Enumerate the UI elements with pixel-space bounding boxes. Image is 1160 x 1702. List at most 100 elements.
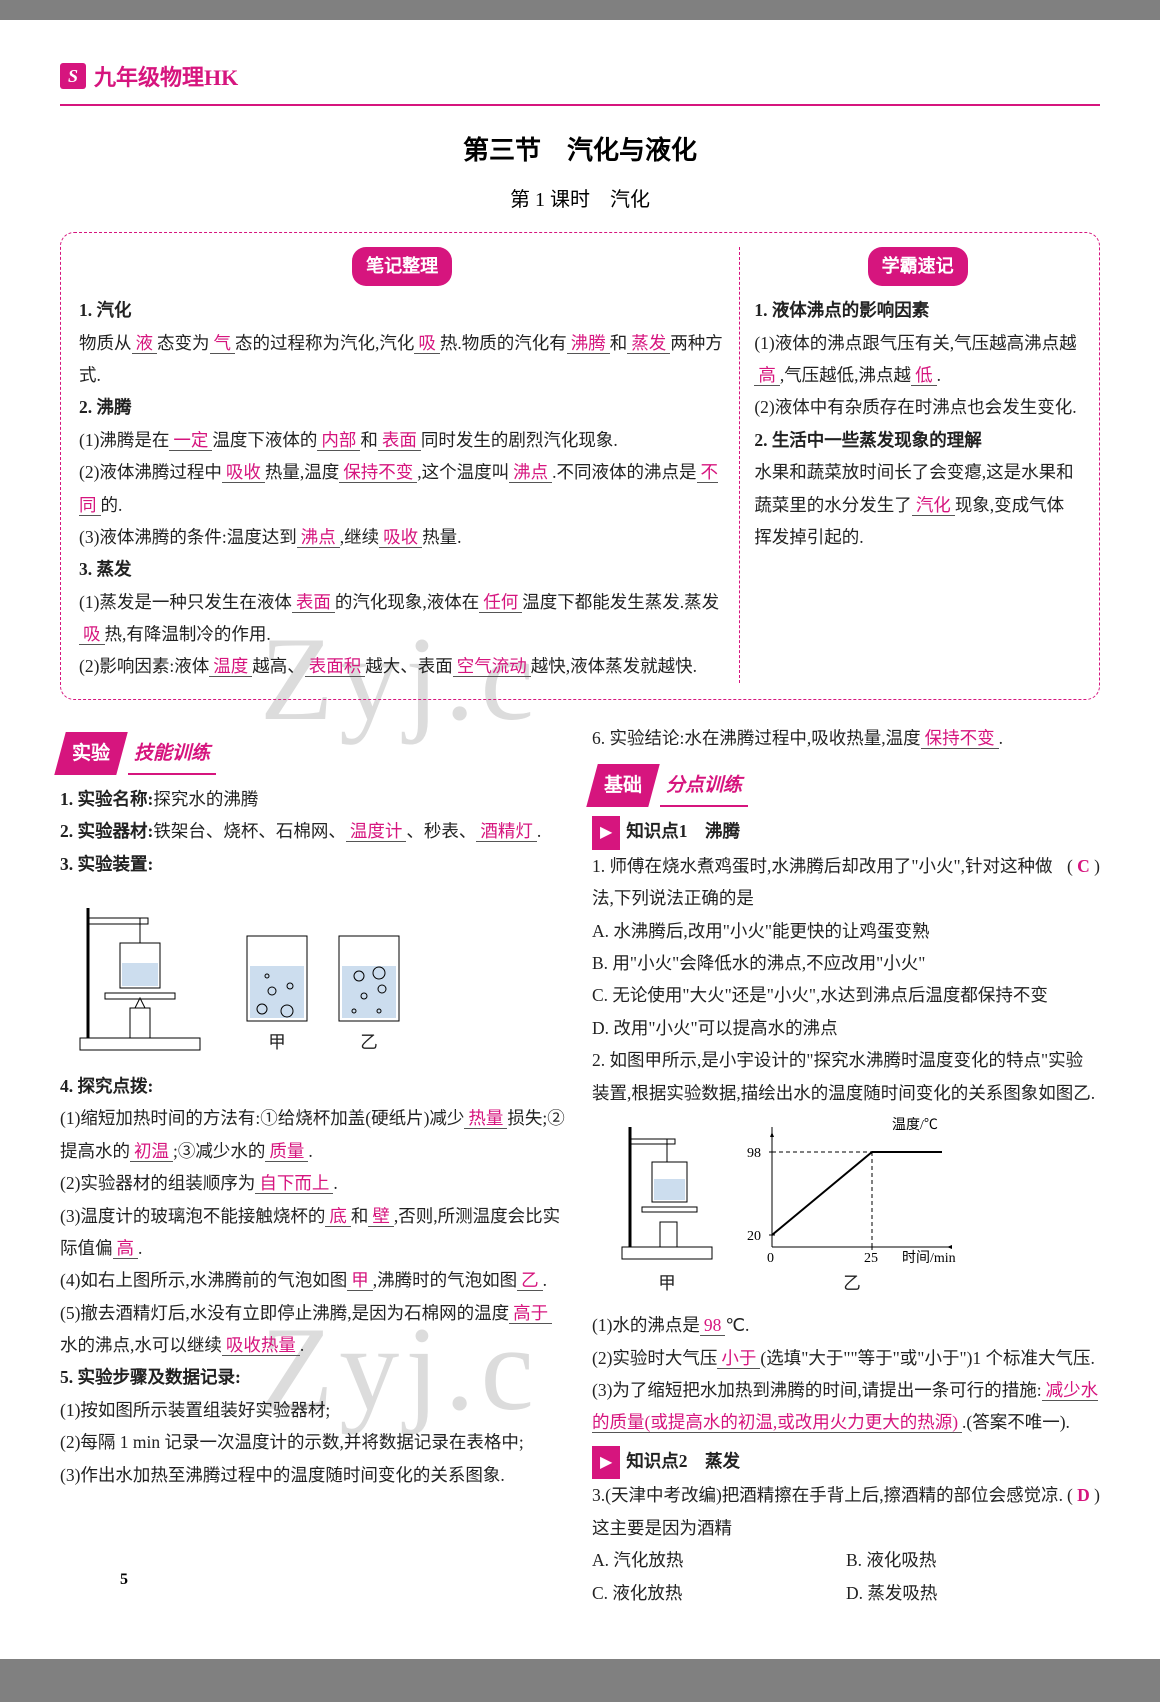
t: 和	[351, 1206, 369, 1226]
bubble-figure-a	[242, 931, 312, 1026]
lesson-title: 第 1 课时 汽化	[60, 183, 1100, 212]
exp-equip-label: 2. 实验器材:	[60, 821, 153, 841]
t: 越高、	[252, 656, 305, 676]
t: ,这个温度叫	[417, 462, 509, 482]
q1-answer: C	[1077, 856, 1090, 876]
q1-opt-a: A. 水沸腾后,改用"小火"能更快的让鸡蛋变熟	[592, 915, 1100, 947]
svg-text:98: 98	[747, 1146, 761, 1161]
notes-h2: 2. 沸腾	[79, 397, 132, 417]
blank: 气	[210, 333, 236, 354]
t: 同时发生的剧烈汽化现象.	[421, 430, 618, 450]
blank: 小于	[717, 1348, 760, 1369]
knowledge-1: 知识点1 沸腾	[626, 821, 740, 841]
blank: 低	[911, 365, 937, 386]
blank: 乙	[517, 1270, 543, 1291]
quick-h2: 2. 生活中一些蒸发现象的理解	[754, 430, 982, 450]
tab-base: 基础	[586, 764, 660, 807]
t: .	[308, 1141, 312, 1161]
t: (2)液体沸腾过程中	[79, 462, 222, 482]
q3-opt-a: A. 汽化放热	[592, 1544, 846, 1576]
blank: 自下而上	[255, 1173, 333, 1194]
q3-opt-b: B. 液化吸热	[846, 1544, 1100, 1576]
exp-step-label: 5. 实验步骤及数据记录:	[60, 1361, 568, 1393]
t: .	[999, 728, 1003, 748]
device-figures: 甲 乙	[60, 888, 568, 1058]
svg-text:0: 0	[767, 1251, 774, 1266]
blank: 沸腾	[567, 333, 610, 354]
blank: 高	[113, 1238, 139, 1259]
exp-point-label: 4. 探究点拨:	[60, 1070, 568, 1102]
blank: 保持不变	[921, 728, 999, 749]
blank: 沸点	[509, 462, 552, 483]
notes-left-column: 笔记整理 1. 汽化 物质从液态变为气态的过程称为汽化,汽化吸热.物质的汽化有沸…	[79, 247, 740, 683]
t: 态的过程称为汽化,汽化	[235, 333, 414, 353]
t: (2)实验器材的组装顺序为	[60, 1173, 255, 1193]
blank: 表面	[292, 592, 335, 613]
grade-title: 九年级物理HK	[94, 60, 238, 92]
tab-base-sub: 分点训练	[660, 766, 748, 807]
fig2-label-b: 乙	[742, 1267, 962, 1299]
t: (2)影响因素:液体	[79, 656, 209, 676]
notes-right-column: 学霸速记 1. 液体沸点的影响因素 (1)液体的沸点跟气压有关,气压越高沸点越高…	[740, 247, 1081, 683]
t: (3)为了缩短把水加热到沸腾的时间,请提出一条可行的措施:	[592, 1380, 1042, 1400]
blank: 吸收	[222, 462, 265, 483]
t: 热.物质的汽化有	[440, 333, 567, 353]
notes-box: 笔记整理 1. 汽化 物质从液态变为气态的过程称为汽化,汽化吸热.物质的汽化有沸…	[60, 232, 1100, 700]
page-header: S 九年级物理HK	[60, 60, 1100, 92]
pill-notes: 笔记整理	[352, 247, 452, 286]
t: .	[300, 1335, 304, 1355]
t: 态变为	[157, 333, 210, 353]
tab-experiment: 实验	[54, 732, 128, 775]
svg-text:25: 25	[864, 1251, 878, 1266]
t: (2)液体中有杂质存在时沸点也会发生变化.	[754, 391, 1081, 423]
t: ,继续	[340, 527, 379, 547]
blank: 吸	[414, 333, 440, 354]
q3-text: 3.(天津中考改编)把酒精擦在手背上后,擦酒精的部位会感觉凉.这主要是因为酒精	[592, 1479, 1067, 1544]
t: .	[937, 365, 941, 385]
q3-opt-d: D. 蒸发吸热	[846, 1577, 1100, 1609]
t: ;③减少水的	[173, 1141, 265, 1161]
blank: 底	[325, 1206, 351, 1227]
exp-name-label: 1. 实验名称:	[60, 789, 153, 809]
t: (1)缩短加热时间的方法有:①给烧杯加盖(硬纸片)减少	[60, 1108, 464, 1128]
t: ,沸腾时的气泡如图	[373, 1270, 517, 1290]
t: .不同液体的沸点是	[552, 462, 696, 482]
t: (1)液体的沸点跟气压有关,气压越高沸点越	[754, 333, 1076, 353]
blank: 温度计	[346, 821, 407, 842]
q3-answer: D	[1077, 1485, 1090, 1505]
t: 6. 实验结论:水在沸腾过程中,吸收热量,温度	[592, 728, 921, 748]
t: (1)按如图所示装置组装好实验器材;	[60, 1394, 568, 1426]
temperature-chart: 温度/℃ 时间/min 98 20 0 25	[742, 1117, 962, 1267]
apparatus-figure-2	[612, 1117, 722, 1267]
blank: 甲	[347, 1270, 373, 1291]
blank: 高	[754, 365, 780, 386]
blank: 内部	[317, 430, 360, 451]
bubble-figure-b	[334, 931, 404, 1026]
t: (1)蒸发是一种只发生在液体	[79, 592, 292, 612]
notes-h3: 3. 蒸发	[79, 559, 132, 579]
blank: 任何	[479, 592, 522, 613]
blank: 壁	[368, 1206, 394, 1227]
blank: 98	[700, 1315, 726, 1336]
knowledge-tag-1: ▶	[592, 816, 620, 850]
fig-label-a: 甲	[242, 1026, 312, 1058]
fig2-label-a: 甲	[612, 1267, 722, 1299]
fig-label-b: 乙	[334, 1026, 404, 1058]
t: (5)撤去酒精灯后,水没有立即停止沸腾,是因为石棉网的温度	[60, 1303, 509, 1323]
t: 和	[360, 430, 378, 450]
blank: 保持不变	[339, 462, 417, 483]
q3-opt-c: C. 液化放热	[592, 1577, 846, 1609]
blank: 液	[132, 333, 158, 354]
publisher-logo-icon: S	[60, 63, 86, 89]
blank: 初温	[130, 1141, 173, 1162]
page-number: 5	[120, 1571, 128, 1589]
knowledge-2: 知识点2 蒸发	[626, 1451, 740, 1471]
blank: 一定	[169, 430, 212, 451]
t: 的汽化现象,液体在	[335, 592, 479, 612]
q1-opt-b: B. 用"小火"会降低水的沸点,不应改用"小火"	[592, 947, 1100, 979]
q2-text: 2. 如图甲所示,是小宇设计的"探究水沸腾时温度变化的特点"实验装置,根据实验数…	[592, 1044, 1100, 1109]
t: (选填"大于""等于"或"小于")1 个标准大气压.	[760, 1348, 1095, 1368]
t: 、秒表、	[406, 821, 476, 841]
t: 温度下液体的	[212, 430, 317, 450]
exp-device-label: 3. 实验装置:	[60, 848, 568, 880]
